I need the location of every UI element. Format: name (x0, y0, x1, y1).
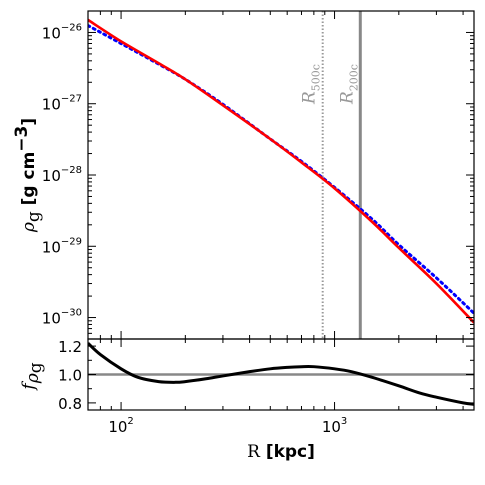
ratio-y-axis-label: fρg (19, 362, 46, 391)
radius-marker-label: R200c (337, 64, 360, 105)
x-tick-label: 103 (322, 416, 347, 436)
radius-markers (321, 11, 362, 339)
bottom-y-ticks: 0.8 1.0 1.2 (58, 338, 474, 413)
x-tick-label: 102 (108, 416, 133, 436)
x-ticks: 102 103 (108, 416, 347, 436)
y-tick-label: 10−30 (42, 308, 82, 328)
radius-marker-labels: R500c R200c (300, 64, 361, 105)
y-tick-label: 10−28 (42, 165, 82, 185)
x-axis-label: R [kpc] (247, 442, 315, 462)
ratio-panel: 0.8 1.0 1.2 102 103 fρg R [kpc] (19, 338, 475, 462)
top-y-ticks: 10−26 10−27 10−28 10−29 10−30 (42, 10, 474, 340)
ratio-series (88, 342, 474, 406)
density-panel: 10−26 10−27 10−28 10−29 10−30 R500c R200c ρg … (12, 10, 475, 340)
top-plot-frame (87, 10, 475, 340)
top-minor-ticks (87, 11, 464, 339)
ratio-y-tick-label: 0.8 (58, 395, 82, 413)
ratio-line (88, 342, 474, 406)
y-tick-label: 10−29 (42, 236, 82, 256)
fit-density-line (88, 18, 474, 324)
radius-marker-label: R500c (300, 64, 323, 105)
y-tick-label: 10−26 (42, 22, 82, 42)
model-density-line (88, 24, 474, 315)
density-y-axis-label: ρg [g cm−3] (12, 118, 44, 233)
density-series (88, 18, 474, 324)
ratio-y-tick-label: 1.0 (58, 367, 82, 385)
y-tick-label: 10−27 (42, 94, 82, 114)
ratio-y-tick-label: 1.2 (58, 338, 82, 356)
